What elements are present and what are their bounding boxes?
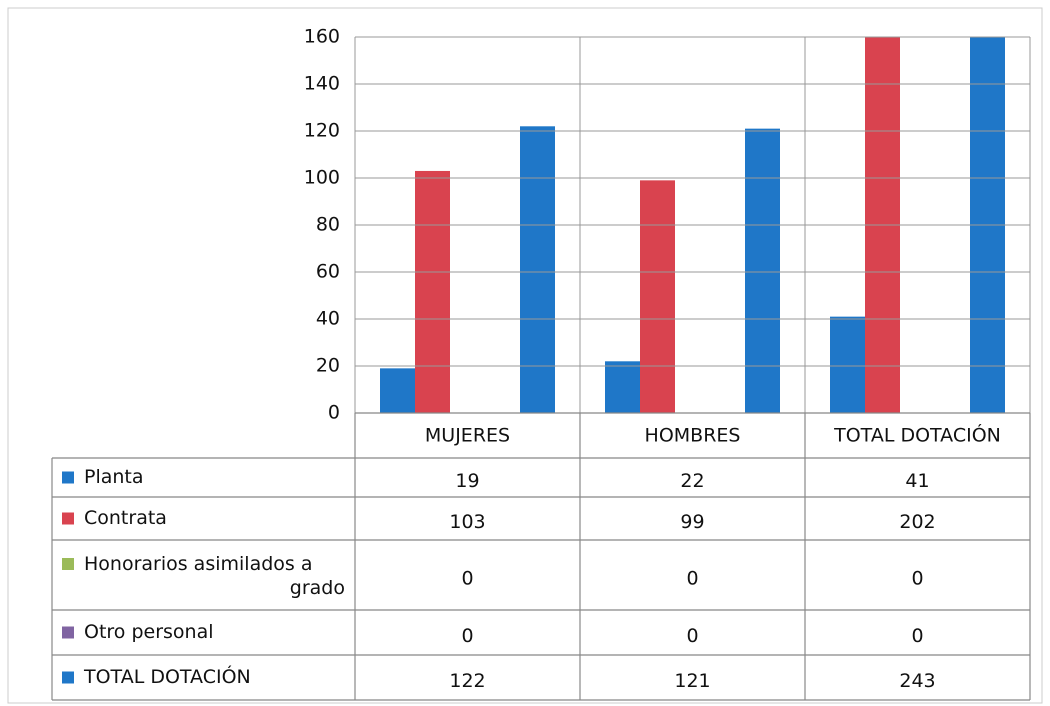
legend-label: Contrata xyxy=(84,507,167,529)
bars xyxy=(380,37,1005,413)
table-value: 121 xyxy=(674,670,710,692)
legend-swatch xyxy=(62,471,74,484)
x-tick-label: TOTAL DOTACIÓN xyxy=(833,423,1001,447)
table-value: 0 xyxy=(911,625,923,647)
bar xyxy=(415,170,450,413)
legend-swatch xyxy=(62,626,74,639)
table-value: 41 xyxy=(905,470,929,492)
legend-swatch xyxy=(62,512,74,525)
bar xyxy=(745,128,780,413)
y-tick-label: 120 xyxy=(304,120,340,142)
table-value: 0 xyxy=(461,625,473,647)
legend-label: Honorarios asimilados a grado xyxy=(84,553,345,599)
y-tick-label: 160 xyxy=(304,26,340,48)
table-value: 0 xyxy=(461,568,473,590)
table-value: 19 xyxy=(455,470,479,492)
bar xyxy=(605,361,640,413)
table-value: 122 xyxy=(449,670,485,692)
bar xyxy=(640,180,675,413)
y-tick-label: 140 xyxy=(304,73,340,95)
bar xyxy=(520,126,555,413)
table-value: 99 xyxy=(680,511,704,533)
legend-line: Honorarios asimilados a xyxy=(84,553,312,575)
table-value: 103 xyxy=(449,511,485,533)
bar xyxy=(830,316,865,413)
table-value: 243 xyxy=(899,670,935,692)
table-value: 0 xyxy=(686,625,698,647)
y-tick-label: 100 xyxy=(304,167,340,189)
x-tick-label: HOMBRES xyxy=(645,425,741,447)
y-tick-label: 0 xyxy=(328,402,340,424)
bar xyxy=(380,368,415,413)
y-tick-label: 20 xyxy=(316,355,340,377)
table-value: 0 xyxy=(911,568,923,590)
bar xyxy=(970,37,1005,413)
y-tick-label: 80 xyxy=(316,214,340,236)
table-value: 22 xyxy=(680,470,704,492)
table-value: 0 xyxy=(686,568,698,590)
legend-label: Otro personal xyxy=(84,621,214,643)
frame xyxy=(7,7,1043,704)
x-tick-label: MUJERES xyxy=(425,425,510,447)
legend-label: Planta xyxy=(84,466,144,488)
legend-swatch xyxy=(62,558,74,570)
y-tick-label: 40 xyxy=(316,308,340,330)
bar xyxy=(865,37,900,413)
legend-label: TOTAL DOTACIÓN xyxy=(83,664,251,688)
legend-swatch xyxy=(62,671,74,684)
y-tick-label: 60 xyxy=(316,261,340,283)
table-value: 202 xyxy=(899,511,935,533)
legend-line: grado xyxy=(290,577,345,599)
